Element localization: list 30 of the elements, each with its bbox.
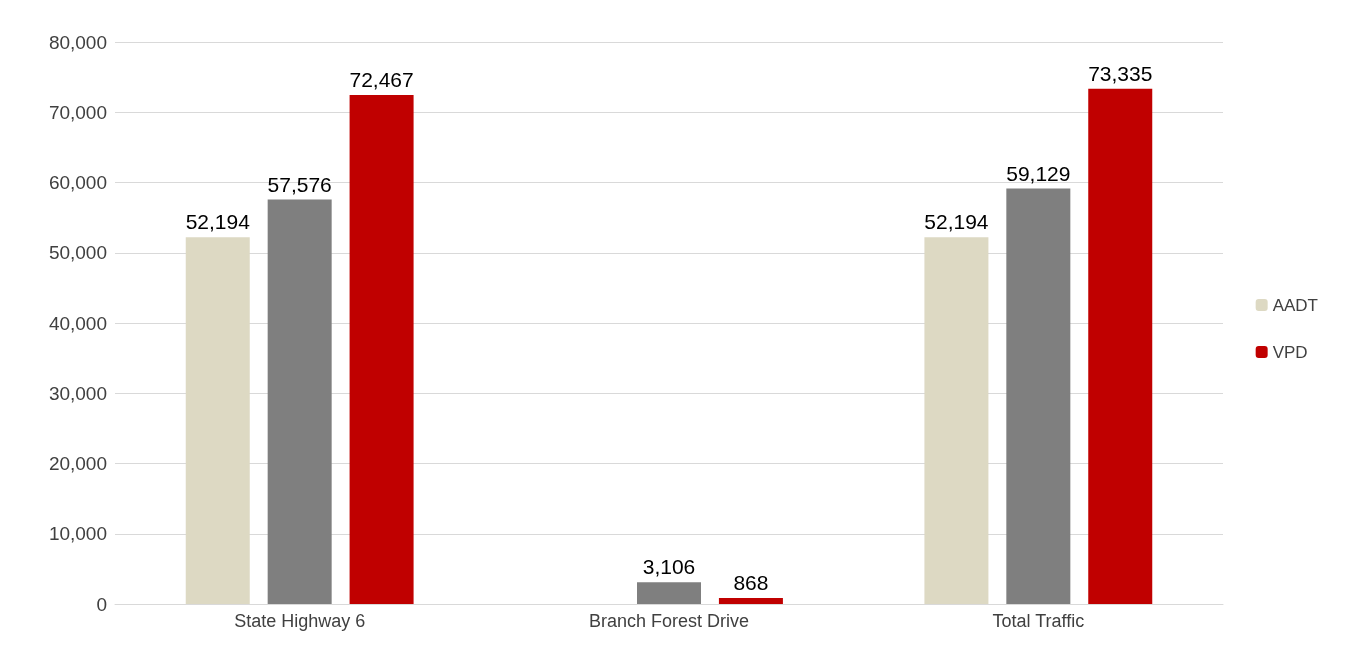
data-label: 3,106 [642, 555, 696, 579]
bar [637, 582, 701, 604]
y-tick-label: 60,000 [48, 172, 107, 193]
y-tick-label: 0 [96, 593, 107, 615]
data-label: 59,129 [1006, 161, 1071, 185]
data-label: 868 [733, 570, 769, 594]
data-label: 52,194 [924, 210, 989, 234]
data-label: 57,576 [267, 172, 332, 196]
bar [1088, 88, 1153, 604]
bar [185, 237, 250, 604]
legend-label: AADT [1272, 295, 1318, 315]
data-label: 72,467 [349, 67, 414, 91]
x-tick-label: Branch Forest Drive [588, 611, 750, 631]
bar [349, 94, 414, 604]
y-tick-label: 50,000 [48, 242, 107, 264]
bar [718, 597, 783, 604]
x-tick-label: State Highway 6 [234, 611, 366, 631]
x-tick-label: Total Traffic [992, 611, 1085, 631]
y-tick-label: 30,000 [48, 382, 107, 404]
bar [924, 237, 989, 604]
y-tick-label: 20,000 [48, 453, 107, 474]
y-tick-label: 70,000 [48, 101, 107, 123]
data-label: 73,335 [1088, 61, 1153, 85]
bar [1006, 188, 1071, 604]
legend-label: VPD [1272, 342, 1308, 362]
data-label: 52,194 [185, 210, 251, 234]
y-tick-label: 80,000 [48, 31, 107, 53]
y-tick-label: 10,000 [48, 523, 107, 545]
y-tick-label: 40,000 [48, 312, 107, 334]
bar [267, 199, 332, 604]
